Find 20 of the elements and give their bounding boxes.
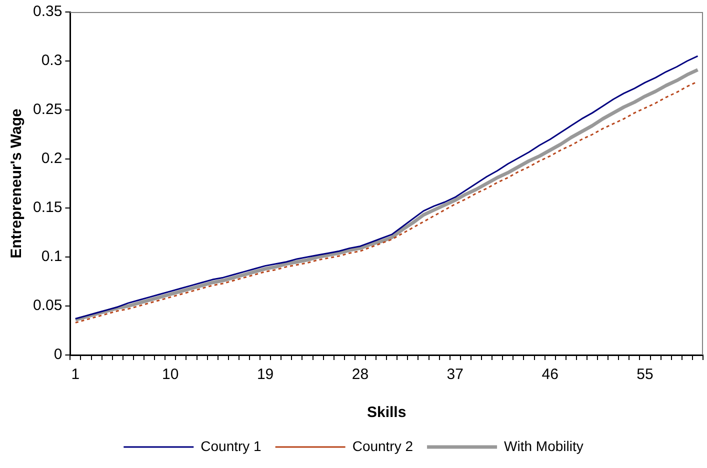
y-tick-label: 0 <box>54 346 62 364</box>
x-tick-label: 46 <box>542 366 558 384</box>
y-tick-label: 0.1 <box>41 248 62 266</box>
legend-label: With Mobility <box>504 438 584 454</box>
legend-label: Country 1 <box>200 438 262 454</box>
x-tick-label: 10 <box>162 366 179 384</box>
y-tick-label: 0.35 <box>32 3 62 20</box>
y-tick-label: 0.15 <box>32 199 62 216</box>
y-tick-label: 0.25 <box>32 101 62 118</box>
y-tick-label: 0.2 <box>41 150 62 168</box>
x-tick-label: 19 <box>256 366 274 384</box>
x-tick-label: 28 <box>352 366 369 384</box>
x-axis-title: Skills <box>366 404 406 422</box>
x-tick-label: 1 <box>71 366 80 384</box>
y-axis-title: Entrepreneur's Wage <box>8 108 26 258</box>
x-tick-label: 37 <box>446 366 464 384</box>
y-tick-label: 0.3 <box>41 52 62 70</box>
x-tick-label: 55 <box>636 366 654 384</box>
legend-label: Country 2 <box>352 438 414 454</box>
y-tick-label: 0.05 <box>32 297 62 314</box>
